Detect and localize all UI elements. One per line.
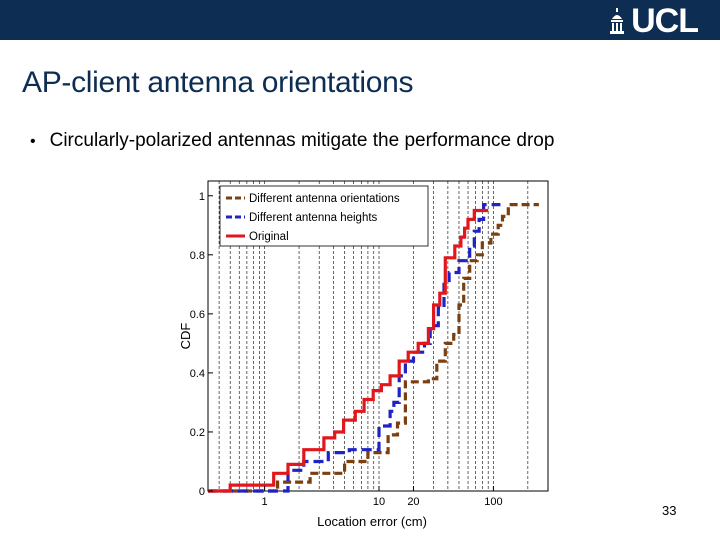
bullet-point: • Circularly-polarized antennas mitigate…	[30, 130, 554, 152]
x-tick-label: 1	[262, 496, 268, 508]
legend-label-1: Different antenna heights	[249, 212, 378, 224]
series-line-0	[208, 203, 539, 493]
y-tick-label: 0	[199, 486, 205, 498]
chart-series	[208, 203, 539, 493]
y-tick-label: 0.8	[190, 250, 205, 262]
y-tick-label: 0.2	[190, 427, 205, 439]
legend-box	[219, 185, 429, 247]
y-tick-label: 1	[199, 191, 205, 203]
chart-legend: Different antenna orientations Different …	[219, 185, 429, 247]
y-tick-label: 0.4	[190, 368, 205, 380]
bullet-marker: •	[30, 133, 36, 150]
x-tick-label: 20	[407, 496, 419, 508]
ucl-logo: UCL	[609, 2, 699, 40]
chart-ticks: 1 10 20 100 0 0.2 0.4 0.6 0.8 1	[190, 191, 503, 508]
ucl-dome-icon	[610, 8, 625, 34]
y-axis-label: CDF	[178, 323, 193, 350]
ucl-logo-text: UCL	[631, 2, 699, 40]
series-line-2	[208, 208, 489, 493]
slide-title: AP-client antenna orientations	[22, 66, 414, 99]
x-tick-label: 10	[373, 496, 385, 508]
x-axis-label: Location error (cm)	[317, 514, 427, 529]
legend-label-0: Different antenna orientations	[249, 193, 400, 205]
bullet-text: Circularly-polarized antennas mitigate t…	[49, 130, 555, 151]
legend-label-2: Original	[249, 231, 289, 243]
plot-frame	[207, 180, 549, 492]
header-bar: UCL	[0, 0, 720, 40]
x-tick-label: 100	[484, 496, 502, 508]
page-number: 33	[662, 503, 677, 518]
y-tick-label: 0.6	[190, 309, 205, 321]
